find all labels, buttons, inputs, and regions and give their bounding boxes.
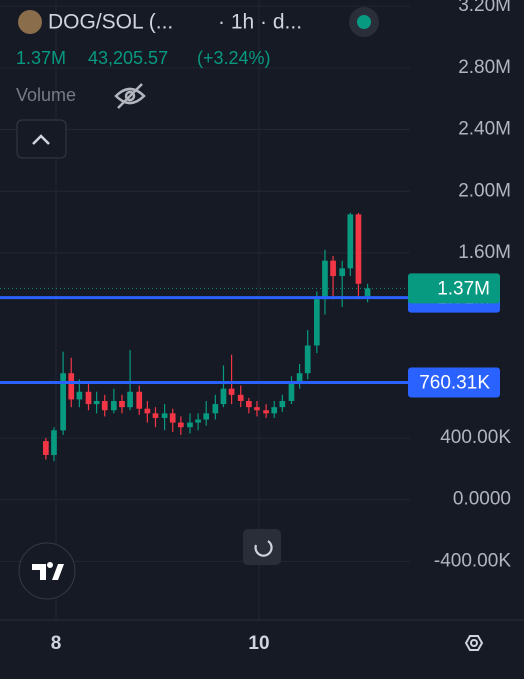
candle-body <box>136 391 143 409</box>
candle-body <box>127 391 133 408</box>
x-tick-label: 8 <box>51 633 62 654</box>
candle-body <box>101 400 108 411</box>
last-value: 1.37M <box>16 48 66 68</box>
plot <box>0 0 410 620</box>
volume-label: Volume <box>16 85 76 105</box>
reset-icon <box>254 540 273 557</box>
candle-body <box>288 382 295 401</box>
candle-body <box>68 373 75 400</box>
price-label: 760.31K <box>419 372 490 393</box>
candle-body <box>161 413 168 418</box>
candle-body <box>246 400 252 408</box>
candle-body <box>144 408 151 414</box>
candle-body <box>119 400 125 408</box>
candle-body <box>296 373 303 383</box>
candle-body <box>85 391 92 405</box>
candle-body <box>330 260 336 277</box>
y-tick-label: 3.20M <box>458 0 511 16</box>
x-tick-label: 10 <box>248 633 269 654</box>
candle-body <box>152 413 159 418</box>
candle-body <box>76 391 83 400</box>
candle-body <box>43 441 49 455</box>
y-tick-label: 400.00K <box>440 427 511 448</box>
y-tick-label: 0.0000 <box>453 489 511 510</box>
candle-body <box>347 214 354 269</box>
y-tick-label: 2.40M <box>458 119 511 140</box>
settings-dot <box>470 639 478 647</box>
collapse-button[interactable] <box>16 119 67 159</box>
logo-dot <box>47 562 53 568</box>
candle-body <box>364 288 371 297</box>
y-tick-label: 2.00M <box>458 180 511 201</box>
candle-body <box>51 430 57 455</box>
y-tick-label: -400.00K <box>434 550 511 571</box>
symbol-icon <box>18 10 42 34</box>
y-tick-label: 2.80M <box>458 57 511 78</box>
candle-body <box>111 400 117 411</box>
price-label-box <box>408 367 500 398</box>
y-tick-label: 1.60M <box>458 242 511 263</box>
candle-body <box>178 422 184 428</box>
volume-value: 43,205.57 <box>88 48 168 68</box>
candle-body <box>271 407 278 414</box>
candle-body <box>93 400 100 405</box>
candle-body <box>212 404 219 414</box>
candle-body <box>254 407 260 411</box>
settings-icon[interactable] <box>464 635 484 651</box>
candle-body <box>203 413 210 420</box>
status-dot <box>357 15 371 29</box>
candle-body <box>237 394 244 401</box>
chevron-up <box>32 134 50 145</box>
last-price-label: 1.37M <box>437 278 490 299</box>
reset-button[interactable] <box>243 529 281 565</box>
candle-body <box>187 422 193 428</box>
candle-body <box>220 388 227 405</box>
symbol: DOG/SOL (... <box>48 11 173 34</box>
candle-body <box>195 419 201 423</box>
candle-body <box>355 214 362 284</box>
logo <box>32 564 64 580</box>
candle-body <box>304 345 311 374</box>
candle-body <box>339 268 346 277</box>
change: (+3.24%) <box>197 48 271 68</box>
eye-icon[interactable] <box>114 83 146 109</box>
candle-body <box>322 260 328 300</box>
logo-button[interactable] <box>18 542 76 600</box>
candle-body <box>169 413 176 423</box>
last-price-box <box>408 273 500 304</box>
interval: · 1h · d... <box>218 11 302 34</box>
candle-body <box>263 410 269 414</box>
candle-body <box>228 388 235 395</box>
candle-body <box>279 400 286 408</box>
candle-body <box>313 299 320 346</box>
candle-body <box>60 373 66 431</box>
